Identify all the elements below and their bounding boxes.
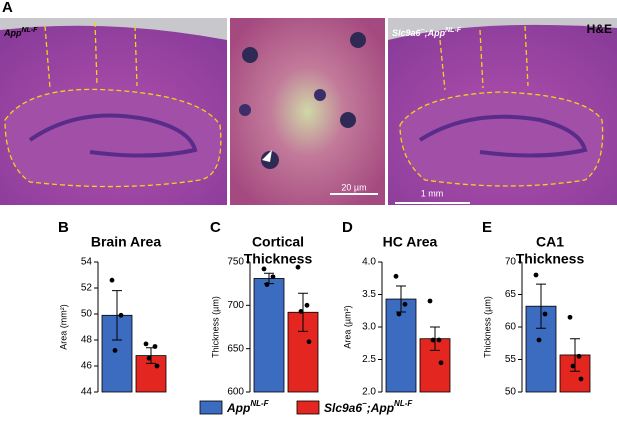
y-tick-label: 50	[505, 387, 517, 398]
data-point	[152, 344, 158, 349]
y-tick-label: 65	[505, 289, 517, 300]
legend-part: App	[226, 401, 250, 415]
panel-letter: B	[58, 219, 69, 236]
label-sup: NL-F	[22, 27, 39, 34]
label-part: App	[3, 28, 22, 38]
label-sup: −	[421, 27, 425, 34]
y-tick-label: 4.0	[362, 257, 376, 268]
y-tick-label: 700	[227, 300, 244, 311]
data-point	[436, 337, 442, 343]
histology-left	[0, 18, 227, 205]
y-tick-label: 600	[227, 387, 244, 398]
data-point	[112, 348, 118, 353]
y-axis-label: Area (mm²)	[58, 304, 68, 350]
data-point	[430, 337, 436, 343]
panel-letter: A	[2, 0, 13, 16]
data-point	[264, 282, 270, 287]
data-point	[143, 341, 149, 347]
data-point	[402, 301, 408, 307]
label-part: Slc9a6	[392, 28, 422, 38]
y-tick-label: 52	[81, 283, 93, 294]
data-point	[536, 337, 542, 343]
data-point	[270, 274, 276, 280]
y-tick-label: 70	[505, 257, 517, 268]
stain-label: H&E	[587, 22, 612, 36]
error-bar	[536, 283, 546, 329]
y-tick-label: 55	[505, 354, 517, 365]
data-point	[533, 272, 539, 278]
data-point	[578, 376, 584, 382]
y-tick-label: 46	[81, 361, 93, 372]
data-point	[427, 298, 433, 304]
chart-title: Cortical	[252, 234, 304, 250]
chart-title: Thickness	[244, 251, 313, 267]
genotype-label: AppNL-F	[3, 27, 38, 39]
y-tick-label: 650	[227, 343, 244, 354]
label-sup: NL-F	[445, 27, 462, 34]
data-point	[109, 277, 115, 283]
panel-letter: E	[482, 219, 492, 236]
data-point	[306, 339, 312, 345]
chart-title: Thickness	[516, 251, 585, 267]
data-point	[542, 311, 548, 317]
legend-label: Slc9a6−;AppNL-F	[324, 399, 413, 415]
y-tick-label: 3.5	[362, 289, 376, 300]
data-point	[261, 266, 267, 272]
data-point	[576, 353, 582, 359]
legend-part: Slc9a6	[324, 401, 362, 415]
y-tick-label: 50	[81, 309, 93, 320]
panel-letter: C	[210, 219, 221, 236]
legend-sup: NL-F	[394, 399, 413, 408]
histology-right: 1 mm H&E	[388, 18, 617, 205]
legend-part: ;App	[367, 401, 394, 415]
label-part: ;App	[425, 28, 446, 38]
data-point	[146, 355, 152, 361]
y-tick-label: 3.0	[362, 322, 376, 333]
y-tick-label: 48	[81, 335, 93, 346]
legend-label: AppNL-F	[226, 399, 270, 415]
legend-sup: −	[362, 399, 367, 408]
legend: AppNL-F Slc9a6−;AppNL-F	[199, 399, 413, 415]
data-point	[567, 314, 573, 320]
scale-bar-label: 1 mm	[421, 188, 444, 198]
error-bar	[112, 290, 122, 341]
legend-swatch	[199, 400, 223, 415]
histology-middle: 20 µm	[230, 18, 385, 205]
data-point	[118, 312, 124, 318]
y-axis-label: Thickness (µm)	[210, 296, 220, 358]
bar	[253, 278, 285, 393]
data-point	[396, 311, 402, 317]
scale-bar-label: 20 µm	[341, 182, 366, 192]
data-point	[295, 264, 301, 270]
data-point	[438, 360, 444, 366]
data-point	[154, 363, 160, 369]
genotype-label: Slc9a6−;AppNL-F	[392, 27, 462, 39]
data-point	[570, 363, 576, 369]
data-point	[393, 273, 399, 279]
panel-letter: D	[342, 219, 353, 236]
y-tick-label: 2.5	[362, 354, 376, 365]
chart-title: HC Area	[383, 234, 438, 250]
y-tick-label: 750	[227, 257, 244, 268]
y-axis-label: Thickness (µm)	[482, 296, 492, 358]
y-tick-label: 60	[505, 322, 517, 333]
legend-swatch	[296, 400, 320, 415]
y-tick-label: 2.0	[362, 387, 376, 398]
y-tick-label: 54	[81, 257, 93, 268]
data-point	[304, 302, 310, 308]
y-axis-label: Area (µm²)	[342, 305, 352, 348]
chart-title: CA1	[536, 234, 564, 250]
y-tick-label: 44	[81, 387, 93, 398]
legend-sup: NL-F	[250, 399, 269, 408]
data-point	[298, 309, 304, 314]
chart-title: Brain Area	[91, 234, 162, 250]
